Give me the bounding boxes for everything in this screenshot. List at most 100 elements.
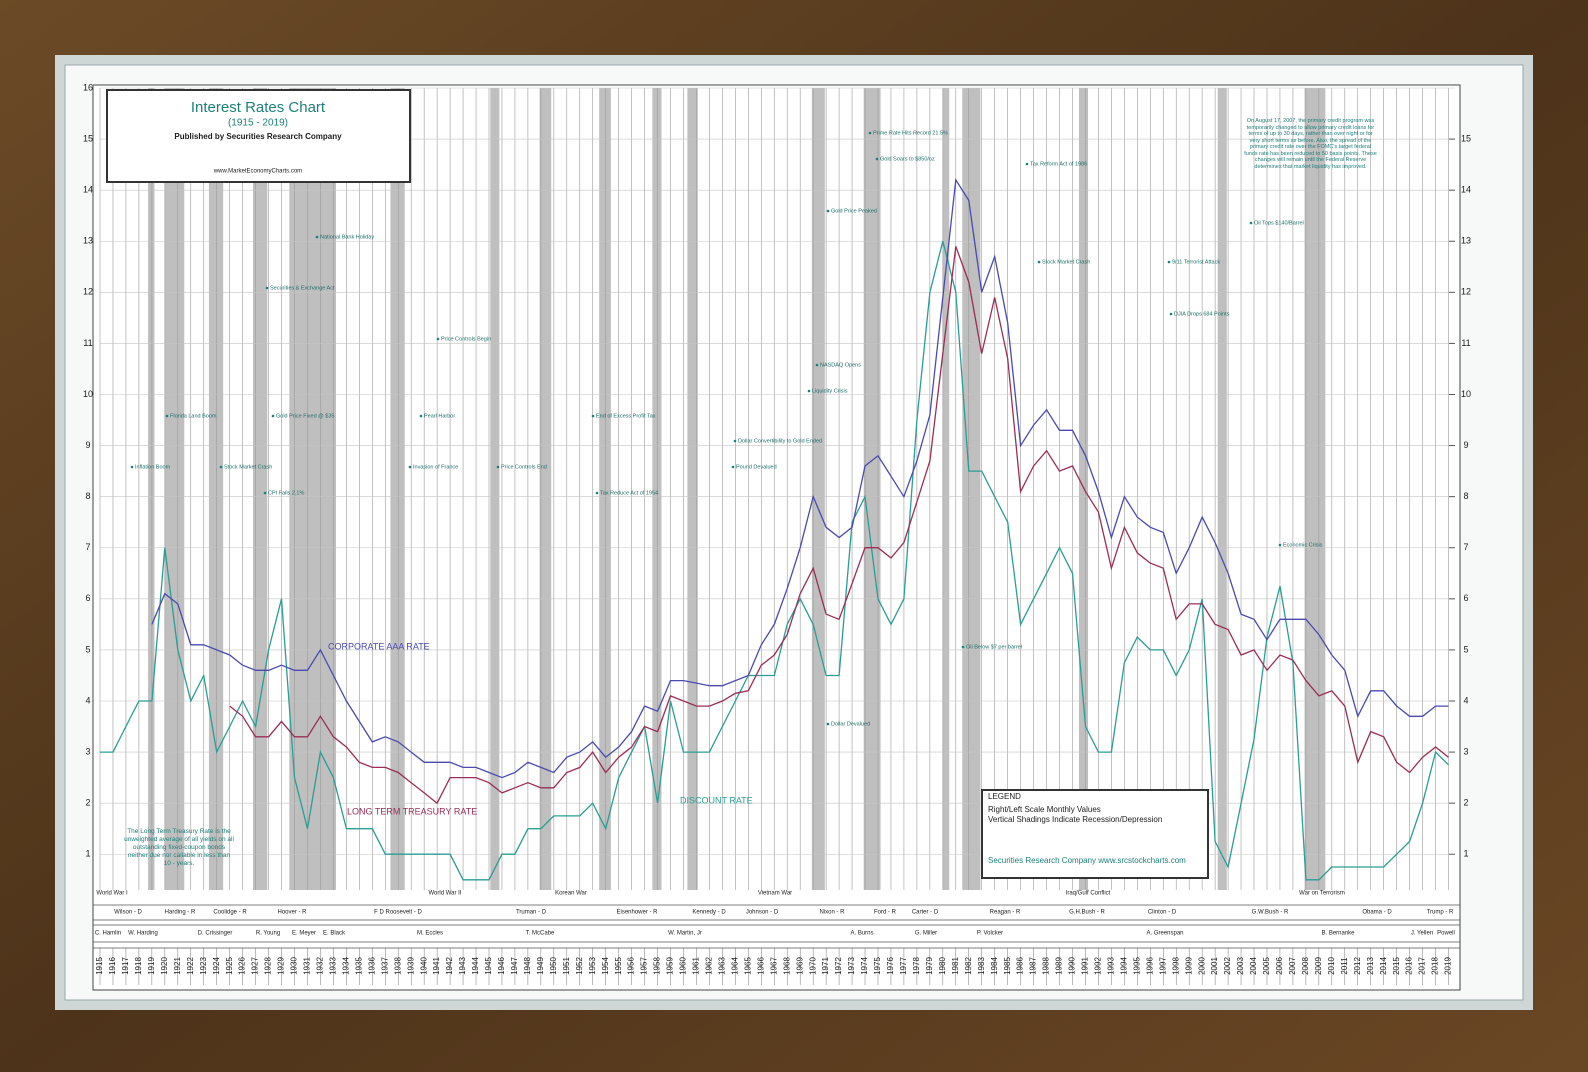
y2-tick-label: 11 (1461, 338, 1470, 348)
fed-chair-label: D. Crissinger (198, 931, 233, 937)
fed-chair-label: E. Meyer (292, 931, 316, 937)
legend-line: Vertical Shadings Indicate Recession/Dep… (988, 815, 1162, 824)
recession-band (147, 88, 155, 890)
x-tick-label: 1938 (393, 957, 402, 975)
x-tick-label: 1955 (614, 957, 623, 975)
fed-chair-label: W. Harding (128, 931, 158, 937)
legend-line: Right/Left Scale Monthly Values (988, 805, 1101, 814)
president-label: Kennedy - D (692, 910, 726, 916)
annotation-dot (219, 465, 223, 469)
x-tick-label: 1945 (484, 957, 493, 975)
x-tick-label: 2006 (1275, 957, 1284, 975)
x-tick-label: 1942 (445, 957, 454, 975)
publisher: Published by Securities Research Company (174, 132, 342, 141)
annotation: End of Excess Profit Tax (596, 413, 656, 419)
recession-band (599, 88, 611, 890)
x-tick-label: 2011 (1340, 957, 1349, 975)
annotation-dot (315, 235, 319, 239)
x-tick-label: 2002 (1223, 957, 1232, 975)
recession-band (208, 88, 224, 890)
fed-chair-label: P. Volcker (977, 931, 1003, 937)
y2-tick-label: 4 (1463, 695, 1468, 705)
x-tick-label: 1961 (692, 957, 701, 975)
x-tick-label: 1921 (173, 957, 182, 975)
president-label: Coolidge - R (213, 910, 247, 916)
x-tick-label: 1994 (1119, 957, 1128, 975)
y-tick-label: 4 (85, 695, 90, 705)
series-line (151, 177, 1449, 779)
x-tick-label: 1924 (212, 957, 221, 975)
fed-chair-label: G. Miller (915, 931, 937, 937)
x-tick-label: 1918 (134, 957, 143, 975)
annotation-dot (419, 414, 423, 418)
annotation-dot (961, 645, 965, 649)
x-tick-label: 1937 (380, 957, 389, 975)
x-tick-label: 2004 (1249, 957, 1258, 975)
president-label: Truman - D (516, 910, 547, 916)
y-tick-label: 7 (85, 542, 90, 552)
x-tick-label: 1970 (808, 957, 817, 975)
x-tick-label: 1951 (562, 957, 571, 975)
x-tick-label: 1966 (756, 957, 765, 975)
x-tick-label: 2013 (1366, 957, 1375, 975)
x-tick-label: 1960 (679, 957, 688, 975)
annotation: Oil Below $7 per barrel (966, 644, 1022, 650)
x-tick-label: 1963 (718, 957, 727, 975)
x-tick-label: 1954 (601, 957, 610, 975)
x-tick-label: 1964 (730, 957, 739, 975)
fed-chair-label: E. Black (323, 931, 346, 937)
x-tick-label: 1989 (1055, 957, 1064, 975)
y-tick-label: 13 (83, 236, 93, 246)
annotation-dot (1025, 162, 1029, 166)
president-label: Wilson - D (114, 910, 142, 916)
y2-tick-label: 10 (1461, 389, 1471, 399)
annotation: Dollar Convertibility to Gold Ended (738, 438, 822, 444)
president-label: Harding - R (165, 910, 196, 916)
x-tick-label: 1981 (951, 957, 960, 975)
annotation: National Bank Holiday (320, 234, 374, 240)
annotation-dot (875, 157, 879, 161)
x-tick-label: 1995 (1132, 957, 1141, 975)
x-tick-label: 1950 (549, 957, 558, 975)
x-tick-label: 1990 (1068, 957, 1077, 975)
recession-band (253, 88, 268, 890)
legend-title: LEGEND (988, 792, 1021, 801)
x-tick-label: 2010 (1327, 957, 1336, 975)
chart-subtitle: (1915 - 2019) (228, 118, 288, 129)
annotation-dot (1037, 260, 1041, 264)
x-tick-label: 1973 (847, 957, 856, 975)
recession-band (811, 88, 825, 890)
x-tick-label: 2007 (1288, 957, 1297, 975)
x-tick-label: 1986 (1016, 957, 1025, 975)
x-tick-label: 1977 (899, 957, 908, 975)
x-tick-label: 1958 (653, 957, 662, 975)
president-label: Trump - R (1427, 910, 1454, 916)
annotation: Securities & Exchange Act (270, 285, 335, 291)
series-label: CORPORATE AAA RATE (328, 641, 430, 651)
recession-band (490, 88, 500, 890)
annotation: Oil Tops $140/Barrel (1254, 220, 1304, 226)
x-tick-label: 1933 (329, 957, 338, 975)
annotation-dot (731, 465, 735, 469)
x-tick-label: 1947 (510, 957, 519, 975)
x-tick-label: 1952 (575, 957, 584, 975)
annotation: CPI Falls 2.1% (268, 490, 304, 496)
x-tick-label: 1916 (108, 957, 117, 975)
fed-chair-label: C. Hamlin (95, 931, 121, 937)
y-tick-label: 9 (85, 440, 90, 450)
y2-tick-label: 2 (1463, 798, 1468, 808)
x-tick-label: 1988 (1042, 957, 1051, 975)
annotation: Pound Devalued (736, 464, 777, 470)
x-tick-label: 1944 (471, 957, 480, 975)
x-tick-label: 1978 (912, 957, 921, 975)
x-tick-label: 1939 (406, 957, 415, 975)
y-tick-label: 6 (85, 593, 90, 603)
fed-chair-label: W. Martin, Jr (668, 931, 702, 937)
x-tick-label: 1974 (860, 957, 869, 975)
x-tick-label: 1984 (990, 957, 999, 975)
x-tick-label: 1927 (251, 957, 260, 975)
annotation: Stock Market Crash (224, 464, 272, 470)
y2-tick-label: 7 (1463, 542, 1468, 552)
legend-footer: Securities Research Company www.srcstock… (988, 856, 1186, 865)
